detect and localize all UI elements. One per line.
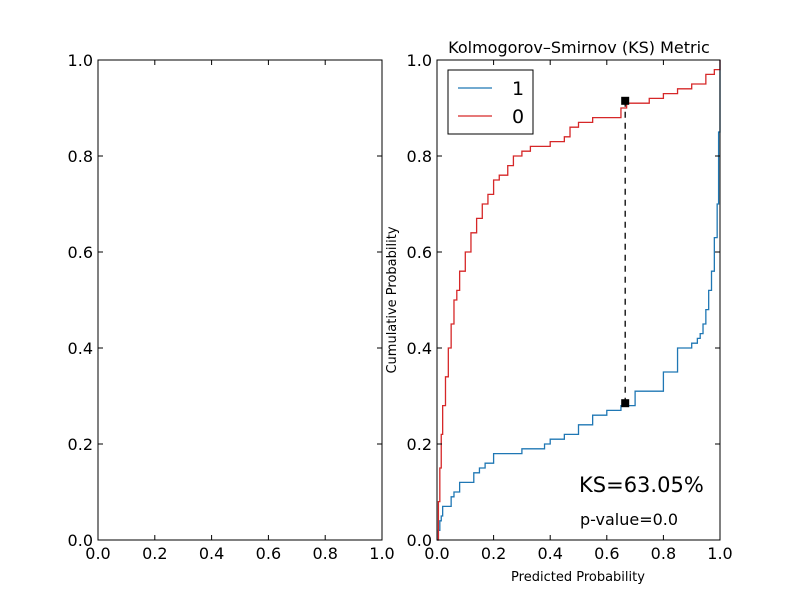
series-line-1 [437,60,721,541]
right-x-tick-label: 0.8 [651,544,676,563]
right-y-tick-label: 0.4 [407,339,432,358]
right-series-group [437,60,721,541]
chart-title: Kolmogorov–Smirnov (KS) Metric [448,38,710,57]
right-plot-frame [436,59,721,541]
ks-marker-high [621,96,630,105]
right-y-tick-label: 0.8 [407,147,432,166]
ks-value-label: KS=63.05% [579,473,704,497]
right-x-tick-label: 0.0 [424,544,449,563]
left-y-tick-label: 0.0 [68,531,93,550]
left-plot-frame [97,59,383,541]
legend-label-1: 1 [512,78,524,100]
left-x-tick-label: 0.4 [199,544,224,563]
right-x-tick-label: 0.4 [537,544,562,563]
legend: 1 0 [447,69,534,135]
right-x-tick-label: 0.6 [594,544,619,563]
y-axis-label: Cumulative Probability [385,226,400,373]
left-x-tick-label: 0.6 [256,544,281,563]
left-y-tick-label: 0.6 [68,243,93,262]
legend-label-0: 0 [512,106,524,128]
left-y-tick-label: 1.0 [68,51,93,70]
ks-marker-low [621,399,630,408]
legend-box [447,69,534,135]
right-y-tick-label: 1.0 [407,51,432,70]
left-y-tick-label: 0.2 [68,435,93,454]
left-y-tick-label: 0.4 [68,339,93,358]
left-x-tick-label: 1.0 [369,544,394,563]
right-x-tick-label: 1.0 [707,544,732,563]
right-y-tick-label: 0.0 [407,531,432,550]
right-x-tick-label: 0.2 [481,544,506,563]
right-ticks: 0.0 0.2 0.4 0.6 0.8 1.0 0.0 0.2 0.4 0.6 0.8 1.0 [407,51,733,563]
series-line-0 [437,60,721,541]
left-x-tick-label: 0.8 [312,544,337,563]
p-value-label: p-value=0.0 [580,510,678,529]
right-axes: Kolmogorov–Smirnov (KS) Metric 0.0 0.2 0.4… [385,38,733,585]
right-y-tick-label: 0.2 [407,435,432,454]
left-x-tick-label: 0.0 [85,544,110,563]
left-y-tick-label: 0.8 [68,147,93,166]
x-axis-label: Predicted Probability [511,570,645,585]
right-y-tick-label: 0.6 [407,243,432,262]
left-ticks: 0.0 0.2 0.4 0.6 0.8 1.0 0.0 0.2 0.4 0.6 0.8 1.0 [68,51,395,563]
left-axes: 0.0 0.2 0.4 0.6 0.8 1.0 0.0 0.2 0.4 0.6 0.8 1.0 [68,51,395,563]
left-x-tick-label: 0.2 [142,544,167,563]
